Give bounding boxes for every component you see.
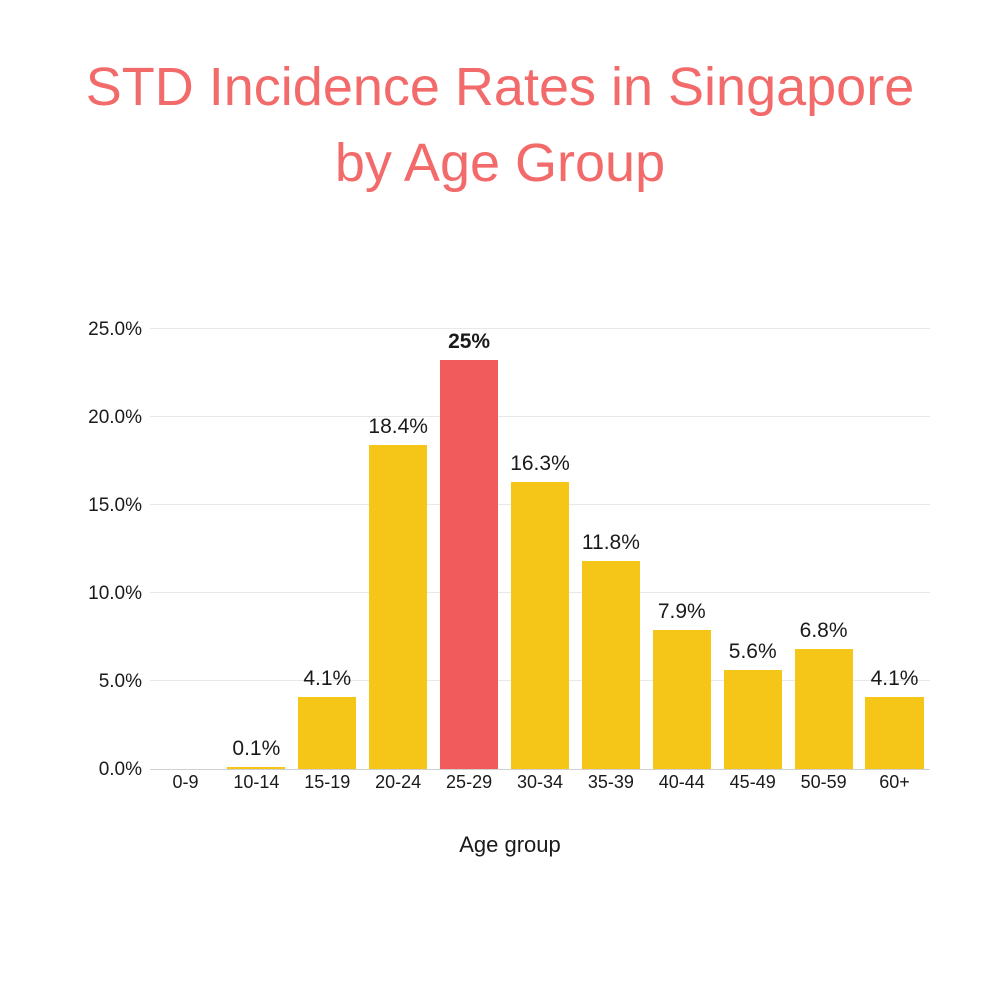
- x-tick-label: 0-9: [150, 772, 221, 793]
- bar-value-label: 25%: [448, 330, 490, 354]
- bar-slot: 0.1%: [221, 330, 292, 769]
- x-ticks: 0-910-1415-1920-2425-2930-3435-3940-4445…: [150, 772, 930, 793]
- bar-value-label: 4.1%: [303, 667, 351, 691]
- bar-slot: [150, 330, 221, 769]
- bar-slot: 11.8%: [575, 330, 646, 769]
- y-tick-label: 10.0%: [70, 583, 142, 605]
- bar-slot: 5.6%: [717, 330, 788, 769]
- y-tick-label: 5.0%: [70, 671, 142, 693]
- bar: [298, 697, 356, 769]
- gridline: [150, 328, 930, 329]
- bar-value-label: 5.6%: [729, 640, 777, 664]
- x-tick-label: 10-14: [221, 772, 292, 793]
- y-tick-label: 20.0%: [70, 407, 142, 429]
- chart-title: STD Incidence Rates in Singapore by Age …: [0, 0, 1000, 201]
- bar: [511, 482, 569, 769]
- bar-value-label: 0.1%: [232, 737, 280, 761]
- x-tick-label: 15-19: [292, 772, 363, 793]
- bar: [724, 670, 782, 769]
- bar-slot: 25%: [434, 330, 505, 769]
- x-tick-label: 25-29: [434, 772, 505, 793]
- bar: [369, 445, 427, 769]
- bar-value-label: 6.8%: [800, 619, 848, 643]
- x-tick-label: 45-49: [717, 772, 788, 793]
- plot-area: 0.1% 4.1% 18.4% 25% 16.3% 11.8% 7.9% 5.6% 6.8% 4.…: [150, 330, 930, 770]
- bar: [582, 561, 640, 769]
- bar-slot: 4.1%: [292, 330, 363, 769]
- y-tick-label: 0.0%: [70, 759, 142, 781]
- bar-value-label: 11.8%: [582, 531, 640, 555]
- bar-value-label: 4.1%: [871, 667, 919, 691]
- bar: [440, 360, 498, 769]
- y-tick-label: 15.0%: [70, 495, 142, 517]
- bars-container: 0.1% 4.1% 18.4% 25% 16.3% 11.8% 7.9% 5.6% 6.8% 4.…: [150, 330, 930, 769]
- y-tick-label: 25.0%: [70, 319, 142, 341]
- bar-value-label: 16.3%: [510, 452, 570, 476]
- bar: [227, 767, 285, 769]
- bar-slot: 6.8%: [788, 330, 859, 769]
- bar: [865, 697, 923, 769]
- bar-value-label: 7.9%: [658, 600, 706, 624]
- x-tick-label: 20-24: [363, 772, 434, 793]
- bar: [653, 630, 711, 769]
- bar: [795, 649, 853, 769]
- x-tick-label: 35-39: [575, 772, 646, 793]
- bar-slot: 16.3%: [505, 330, 576, 769]
- bar-chart: 0.0% 5.0% 10.0% 15.0% 20.0% 25.0% 0.1% 4.1% 18.…: [70, 310, 950, 870]
- x-axis-label: Age group: [70, 832, 950, 858]
- bar-slot: 4.1%: [859, 330, 930, 769]
- bar-slot: 7.9%: [646, 330, 717, 769]
- x-tick-label: 50-59: [788, 772, 859, 793]
- x-tick-label: 60+: [859, 772, 930, 793]
- x-tick-label: 30-34: [505, 772, 576, 793]
- bar-value-label: 18.4%: [368, 415, 428, 439]
- bar-slot: 18.4%: [363, 330, 434, 769]
- x-tick-label: 40-44: [646, 772, 717, 793]
